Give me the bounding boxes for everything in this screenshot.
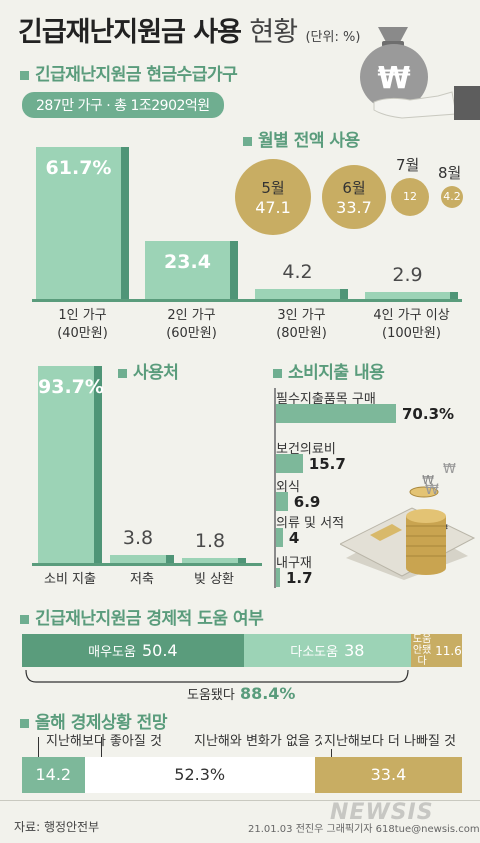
section-title-recipients: 긴급재난지원금 현금수급가구 [20,60,238,85]
svg-text:₩: ₩ [422,473,434,487]
consumption-axis [274,388,276,588]
consumption-bar-value: 70.3% [402,405,455,423]
consumption-bar-value: 4 [288,529,300,547]
month-value: 12 [402,190,417,204]
helped-total: 도움됐다 88.4% [181,684,302,703]
usage-bar [110,555,174,563]
household-bar-value: 23.4 [164,251,211,274]
usage-bar [182,558,246,563]
outlook-leader-line [100,737,102,757]
credit-text: 21.01.03 전진우 그래픽기자 618tue@newsis.com [248,824,480,835]
section-title-help: 긴급재난지원금 경제적 도움 여부 [20,604,264,629]
household-category-sublabel: (100만원) [382,326,441,341]
outlook-segment [314,757,462,793]
consumption-bar-value: 1.7 [286,569,313,587]
section-title-consumption: 소비지출 내용 [273,358,385,383]
helped-total-label: 도움됐다 [187,688,235,703]
consumption-category-label: 필수지출품목 구매 [276,392,376,407]
helped-total-value: 88.4% [239,684,296,703]
usage-bar-value: 93.7% [38,375,104,398]
household-category-sublabel: (60만원) [166,326,217,341]
consumption-category-label: 내구재 [276,556,312,571]
month-label: 5월 [261,179,285,197]
household-bar-value: 2.9 [392,263,423,286]
household-bar [145,241,238,299]
month-value: 47.1 [255,198,291,217]
section-title-usage: 사용처 [118,358,179,383]
help-segment: 도움 안됐다 11.6 [410,634,462,667]
consumption-bar [276,454,303,473]
consumption-bar [276,492,288,511]
svg-text:₩: ₩ [377,61,410,96]
month-bubble: 4.2 [440,185,464,209]
help-segment-value: 11.6 [435,643,462,658]
help-stacked-bar: 매우도움 50.4 다소도움 38 도움 안됐다 11.6 [22,634,462,667]
help-segment: 다소도움 38 [243,634,411,667]
outlook-leader-line [38,737,39,757]
household-bar [365,291,458,299]
month-value: 4.2 [443,190,461,204]
outlook-segment [84,757,315,793]
usage-bar [38,365,102,563]
hand-icon [373,86,480,120]
help-segment-value: 50.4 [141,641,178,660]
section-title-outlook: 올해 경제상황 전망 [20,708,167,733]
household-category-sublabel: (40만원) [57,326,108,341]
household-chart-baseline [32,299,462,302]
watermark: NEWSIS [330,800,434,825]
month-bubble: 12 [390,177,430,217]
consumption-category-label: 보건의료비 [276,442,336,457]
source-text: 자료: 행정안전부 [14,820,100,834]
usage-category-label: 저축 [130,572,154,587]
outlook-category-label: 지난해와 변화가 없을 것 [192,730,328,749]
consumption-bar [276,404,396,423]
household-category-label: 2인 가구 [167,308,216,323]
month-bubble: 6월 33.7 [321,164,387,230]
household-category-sublabel: (80만원) [276,326,327,341]
help-segment-label: 다소도움 [290,645,339,660]
consumption-category-label: 의류 및 서적 [276,516,345,531]
household-category-label: 4인 가구 이상 [373,308,450,323]
household-bar [36,147,129,299]
month-value: 33.7 [336,197,372,217]
help-segment-label: 도움 안됐다 [412,634,432,667]
money-bag-icon: ₩ [360,27,428,110]
section-title-monthly: 월별 전액 사용 [243,126,360,151]
footer-divider [0,800,480,801]
usage-category-label: 빚 상환 [193,572,234,587]
outlook-segment-value: 14.2 [35,765,72,784]
usage-category-label: 소비 지출 [44,572,96,587]
page-title: 긴급재난지원금 사용 현황 (단위: %) [18,17,361,48]
help-segment: 매우도움 50.4 [22,634,244,667]
household-category-label: 1인 가구 [58,308,107,323]
summary-badge: 287만 가구 · 총 1조2902억원 [22,92,224,118]
help-segment-value: 38 [344,641,365,660]
consumption-bar-value: 15.7 [308,455,346,473]
month-label: 6월 [342,178,366,197]
outlook-segment-value: 33.4 [370,765,407,784]
usage-chart-baseline [32,563,262,566]
month-bubble: 5월 47.1 [235,159,311,235]
household-bar-value: 4.2 [282,260,313,283]
coin-stack-icon [406,486,446,575]
outlook-segment [22,757,85,793]
usage-bar-value: 1.8 [194,530,226,552]
consumption-bar-value: 6.9 [293,493,321,511]
outlook-segment-value: 52.3% [174,765,226,784]
won-coin-icon: ₩ [443,462,456,477]
outlook-category-label: 지난해보다 좋아질 것 [44,730,164,749]
consumption-category-label: 외식 [276,480,300,495]
household-bar [255,288,348,299]
consumption-bar [276,568,280,587]
household-bar-value: 61.7% [45,157,112,180]
won-coin-icon: ₩ [425,482,439,498]
month-label: 8월 [438,163,462,182]
household-category-label: 3인 가구 [277,308,326,323]
consumption-bar [276,528,283,547]
month-label: 7월 [396,155,420,174]
helped-bracket [25,669,409,683]
outlook-category-label: 지난해보다 더 나빠질 것 [322,730,458,749]
help-segment-label: 매우도움 [88,645,136,660]
usage-bar-value: 3.8 [122,527,154,549]
